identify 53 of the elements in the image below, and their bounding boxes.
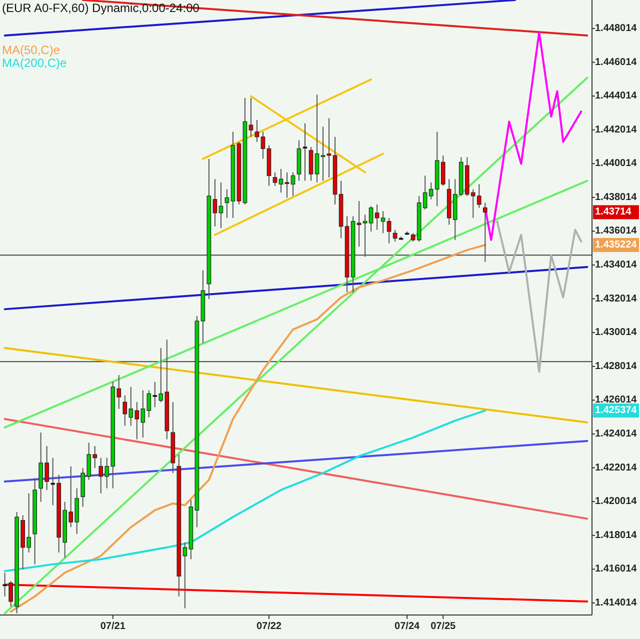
- y-tick-label: 1.434014: [595, 260, 638, 271]
- candlestick: [314, 94, 320, 183]
- candlestick: [272, 172, 278, 186]
- y-tick-label: 1.440014: [595, 158, 638, 170]
- y-tick-label: 1.424014: [595, 428, 638, 440]
- y-tick-label: 1.438014: [595, 192, 638, 203]
- y-tick-label: 1.416014: [595, 564, 638, 575]
- line-series: [4, 410, 486, 572]
- y-tick-label: 1.426014: [595, 394, 638, 406]
- line-series: [10, 244, 486, 613]
- x-tick-label: 07/22: [256, 621, 282, 632]
- candlestick: [212, 178, 218, 227]
- candlestick: [374, 204, 380, 230]
- line-series: [484, 31, 582, 241]
- candlestick: [326, 118, 332, 178]
- x-tick-label: 07/21: [100, 621, 126, 632]
- y-tick-label: 1.420014: [595, 496, 638, 508]
- y-tick-label: 1.418014: [595, 530, 638, 541]
- y-tick-label: 1.444014: [595, 90, 638, 102]
- candlestick: [278, 168, 284, 194]
- y-tick-label: 1.428014: [595, 360, 638, 372]
- chart-title: (EUR A0-FX,60) Dynamic,0:00-24:00: [2, 1, 200, 15]
- candlestick: [356, 200, 362, 248]
- y-tick-label: 1.442014: [595, 124, 638, 136]
- candlestick: [308, 146, 314, 182]
- candlestick: [380, 210, 386, 234]
- text: 1.43714: [595, 206, 632, 218]
- y-tick-label: 1.414014: [595, 597, 638, 608]
- y-tick-label: 1.448014: [595, 22, 638, 34]
- y-tick-label: 1.432014: [595, 293, 638, 304]
- x-tick-label: 07/24: [394, 621, 420, 632]
- y-tick-label: 1.422014: [595, 462, 638, 474]
- candlestick: [224, 188, 230, 218]
- candlestick: [254, 119, 260, 142]
- text: MA(50,C)e: [2, 43, 60, 57]
- y-tick-label: 1.430014: [595, 327, 638, 338]
- candlestick: [248, 97, 254, 138]
- candlestick: [260, 131, 266, 160]
- text: 1.425374: [595, 405, 638, 416]
- candlestick: [290, 172, 296, 196]
- candlestick: [320, 126, 326, 182]
- candlestick: [368, 206, 374, 232]
- candlestick: [482, 202, 488, 262]
- candlestick: [284, 172, 290, 198]
- line-series: [496, 220, 582, 373]
- candlestick: [302, 122, 308, 182]
- text: MA(200,C)e: [2, 56, 68, 70]
- candlestick: [386, 217, 392, 244]
- y-tick-label: 1.446014: [595, 56, 638, 68]
- y-tick-label: 1.436014: [595, 226, 638, 237]
- candlestick: [362, 214, 368, 258]
- x-tick-label: 07/25: [430, 621, 456, 632]
- text: 1.435224: [595, 239, 638, 250]
